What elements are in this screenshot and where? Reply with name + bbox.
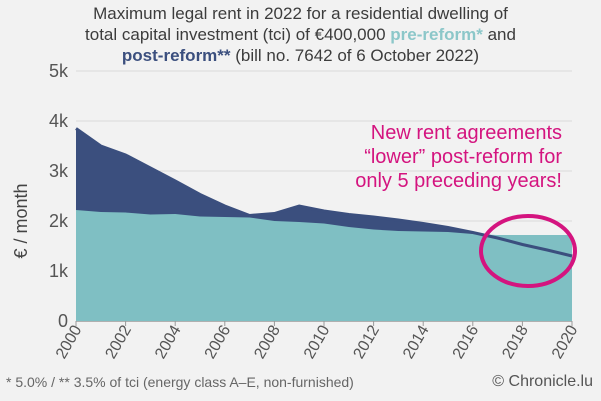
post-reform-line bbox=[75, 127, 573, 258]
x-tick-label: 2002 bbox=[103, 322, 136, 361]
chart-title: Maximum legal rent in 2022 for a residen… bbox=[0, 3, 601, 66]
title-and: and bbox=[487, 25, 516, 44]
y-tick-label: 0 bbox=[58, 311, 68, 331]
x-tick-label: 2018 bbox=[499, 322, 532, 361]
pre-reform-area bbox=[76, 210, 572, 321]
x-tick-label: 2014 bbox=[400, 322, 433, 361]
title-line-1: Maximum legal rent in 2022 for a residen… bbox=[93, 4, 508, 23]
y-axis-label: € / month bbox=[11, 183, 31, 258]
annotation-line-2: “lower” post-reform for bbox=[364, 146, 562, 168]
title-line-3-text: (bill no. 7642 of 6 October 2022) bbox=[235, 46, 480, 65]
y-tick-label: 3k bbox=[49, 161, 69, 181]
footnote: * 5.0% / ** 3.5% of tci (energy class A–… bbox=[6, 374, 354, 390]
annotation-line-3: only 5 preceding years! bbox=[355, 170, 562, 192]
x-axis-ticks: 2000 2002 2004 2006 2008 2010 2012 2014 2016 2018… bbox=[53, 321, 582, 362]
x-tick-label: 2004 bbox=[152, 322, 185, 361]
pre-reform-label: pre-reform* bbox=[390, 25, 483, 44]
x-tick-label: 2008 bbox=[251, 322, 284, 361]
x-tick-label: 2016 bbox=[450, 322, 483, 361]
x-tick-label: 2012 bbox=[351, 322, 384, 361]
credit: © Chronicle.lu bbox=[492, 373, 593, 390]
title-line-2-text: total capital investment (tci) of €400,0… bbox=[85, 25, 386, 44]
post-reform-label: post-reform** bbox=[121, 46, 231, 65]
y-tick-label: 5k bbox=[49, 61, 69, 81]
x-tick-label: 2010 bbox=[301, 322, 334, 361]
y-tick-label: 4k bbox=[49, 111, 69, 131]
title-line-2: total capital investment (tci) of €400,0… bbox=[0, 24, 601, 45]
x-tick-label: 2020 bbox=[549, 322, 582, 361]
title-line-3: post-reform** (bill no. 7642 of 6 Octobe… bbox=[0, 45, 601, 66]
annotation-line-1: New rent agreements bbox=[371, 122, 562, 144]
x-tick-label: 2006 bbox=[202, 322, 235, 361]
highlight-ellipse bbox=[479, 214, 577, 288]
y-tick-label: 2k bbox=[49, 211, 69, 231]
y-tick-label: 1k bbox=[49, 261, 69, 281]
y-axis-ticks: 0 1k 2k 3k 4k 5k bbox=[49, 61, 69, 331]
